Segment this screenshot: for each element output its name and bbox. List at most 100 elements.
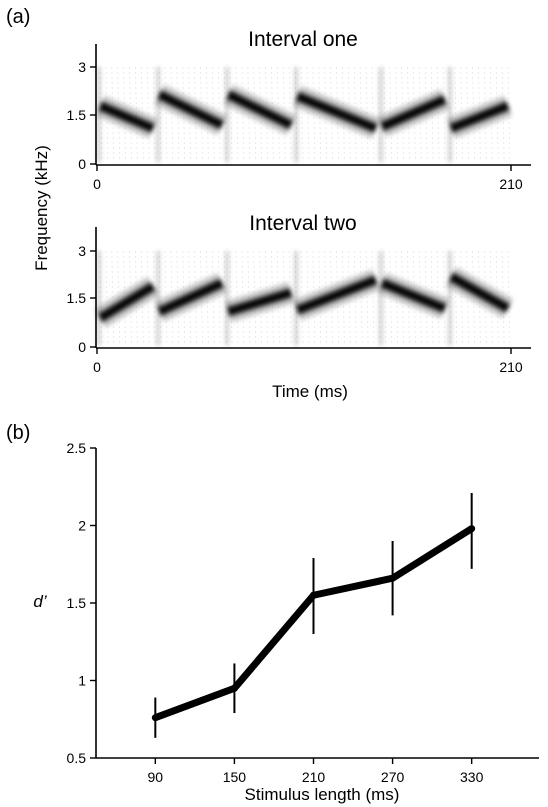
y-tick-label: 3 (78, 243, 86, 259)
harmonic-streak (194, 66, 197, 163)
formant-sweep (97, 281, 156, 323)
harmonic-streak (501, 250, 505, 346)
harmonic-streak (105, 66, 109, 163)
harmonic-streak (271, 66, 274, 163)
harmonic-streak (353, 250, 357, 346)
harmonic-streak (489, 250, 493, 346)
harmonic-streak (253, 66, 257, 163)
harmonic-streak (141, 250, 144, 346)
harmonic-streak (164, 250, 168, 346)
harmonic-streak (105, 250, 109, 346)
interval-title: Interval one (248, 28, 358, 51)
x-tick-label: 330 (460, 769, 484, 785)
harmonic-streak (188, 250, 192, 346)
x-tick-label: 150 (223, 769, 247, 785)
harmonic-streak (135, 250, 138, 346)
spectrogram-interval-one: Interval one 0 1.5 3 0 210 (67, 28, 531, 192)
harmonic-streak (318, 66, 322, 163)
y-tick-label: 2.5 (67, 440, 87, 456)
harmonic-streak (170, 250, 174, 346)
panel-a-label: (a) (6, 6, 30, 28)
data-point (468, 525, 476, 533)
y-tick-label: 2 (78, 518, 86, 534)
harmonic-streak (442, 66, 446, 163)
harmonic-streak (129, 66, 132, 163)
harmonic-streak (454, 250, 458, 346)
y-tick-label: 1.5 (67, 107, 87, 123)
harmonic-streak (489, 66, 493, 163)
harmonic-streak (383, 250, 387, 346)
y-tick-label: 1.5 (67, 595, 87, 611)
harmonic-streak (271, 250, 274, 346)
harmonic-streak (495, 250, 499, 346)
harmonic-streak (206, 66, 209, 163)
harmonic-streak (371, 250, 375, 346)
formant-sweeps (95, 67, 513, 163)
harmonic-streak (501, 66, 505, 163)
harmonic-streak (194, 250, 197, 346)
harmonic-streak (235, 66, 239, 163)
harmonic-streak (318, 250, 322, 346)
harmonic-streak (365, 250, 369, 346)
formant-sweep (156, 277, 225, 317)
harmonic-streak (111, 250, 115, 346)
spectrogram-interval-two: Interval two 0 1.5 3 0 210 (67, 212, 531, 375)
harmonic-streak (383, 66, 387, 163)
harmonic-streak (146, 66, 150, 163)
harmonic-streak (170, 66, 174, 163)
formant-sweep (156, 89, 225, 131)
harmonic-streak (247, 66, 251, 163)
y-tick-label: 1 (78, 673, 86, 689)
y-tick-label: 0 (78, 156, 86, 172)
harmonic-streak (265, 66, 268, 163)
harmonic-streak (241, 250, 245, 346)
harmonic-streak (407, 250, 410, 346)
harmonic-streak (164, 66, 168, 163)
harmonic-streak (484, 66, 487, 163)
harmonic-streak (200, 250, 203, 346)
harmonic-streak (342, 66, 345, 163)
harmonic-streak (117, 66, 121, 163)
harmonic-streak (306, 250, 310, 346)
data-point (151, 714, 159, 722)
harmonic-streak (135, 66, 138, 163)
formant-sweeps (94, 251, 514, 346)
harmonic-streak (336, 66, 339, 163)
harmonic-streak (211, 66, 215, 163)
harmonic-streak (424, 66, 428, 163)
harmonic-streak (324, 66, 328, 163)
data-point (230, 684, 238, 692)
harmonic-streak (466, 66, 469, 163)
harmonic-streak (418, 250, 422, 346)
formant-sweep (97, 100, 156, 134)
harmonic-streak (401, 66, 404, 163)
harmonic-streak (312, 66, 316, 163)
harmonic-streak (206, 250, 209, 346)
x-tick-label: 210 (302, 769, 326, 785)
harmonic-streak (389, 250, 393, 346)
panel-b-label: (b) (6, 422, 30, 444)
y-tick-label: 1.5 (67, 290, 87, 306)
x-tick-label: 210 (499, 176, 523, 192)
data-point (389, 574, 397, 582)
harmonic-streak (466, 250, 469, 346)
ylabel-frequency: Frequency (kHz) (32, 145, 51, 271)
harmonic-streak (377, 66, 381, 163)
harmonic-streak (413, 66, 416, 163)
harmonic-streak (430, 250, 434, 346)
harmonic-streak (211, 250, 215, 346)
harmonic-streak (342, 250, 345, 346)
harmonic-streak (152, 250, 156, 346)
harmonic-streak (241, 66, 245, 163)
harmonic-streak (247, 250, 251, 346)
harmonic-streak (495, 66, 499, 163)
harmonic-streak (259, 250, 262, 346)
harmonic-streak (117, 250, 121, 346)
harmonic-streak (359, 250, 363, 346)
formant-sweep (448, 271, 511, 314)
harmonic-streak (123, 250, 126, 346)
harmonic-streak (282, 66, 286, 163)
harmonic-streak (507, 66, 511, 163)
harmonic-streak (348, 66, 351, 163)
